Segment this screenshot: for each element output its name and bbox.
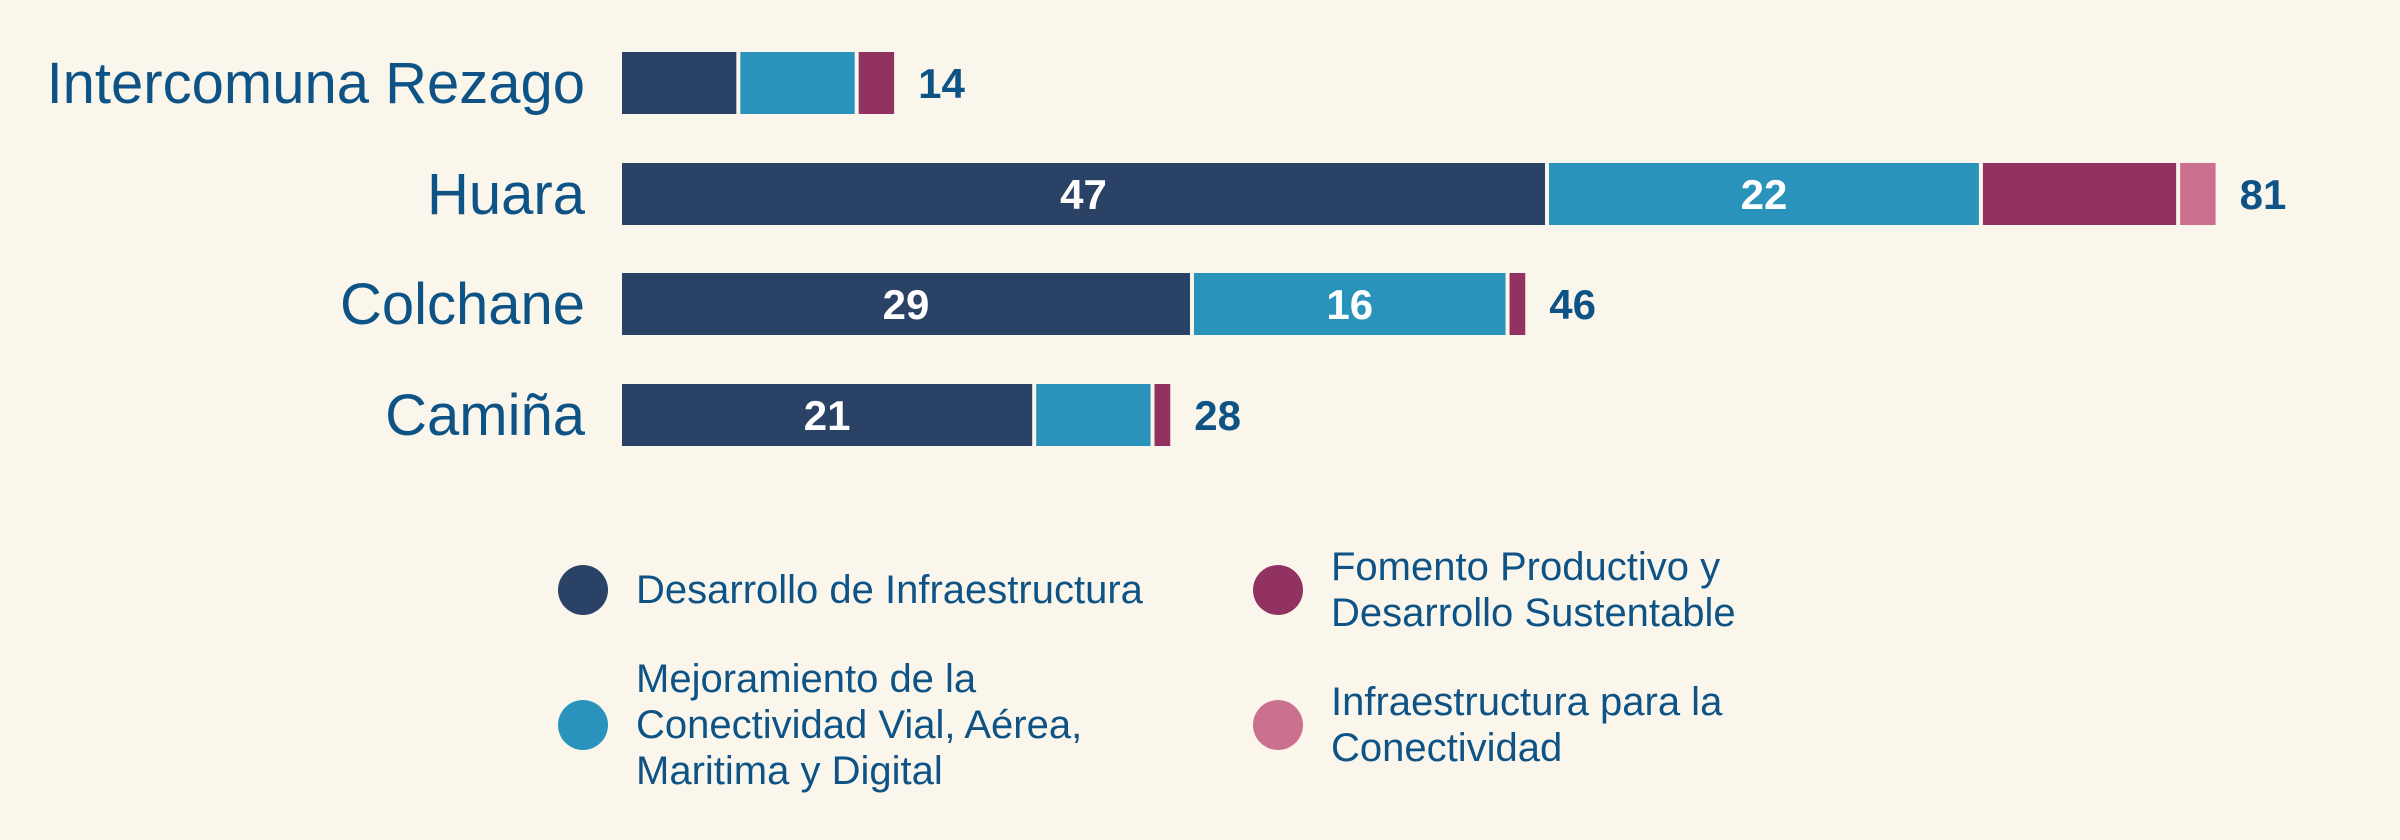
legend-swatch-icon bbox=[1253, 565, 1303, 615]
bar-segment bbox=[1982, 163, 2177, 225]
stacked-bar-chart: Intercomuna Rezago Huara Colchane Camiña… bbox=[47, 51, 2287, 448]
legend-label: Fomento Productivo y Desarrollo Sustenta… bbox=[1331, 545, 1736, 635]
bar-segment bbox=[1154, 384, 1171, 446]
bar-segment bbox=[622, 52, 737, 114]
bar-segment bbox=[858, 52, 895, 114]
legend-label: Infraestructura para la Conectividad bbox=[1331, 680, 1723, 770]
total-labels: 14 81 46 28 bbox=[918, 60, 2286, 439]
category-label: Huara bbox=[427, 162, 586, 227]
category-label: Intercomuna Rezago bbox=[47, 51, 585, 116]
bar-segment bbox=[622, 163, 1545, 225]
bar-segment-label: 29 bbox=[883, 281, 930, 328]
legend-item-mejoramiento-conectividad[interactable]: Mejoramiento de la Conectividad Vial, Aé… bbox=[558, 656, 1253, 794]
total-label: 46 bbox=[1549, 281, 1596, 328]
legend: Desarrollo de Infraestructura Fomento Pr… bbox=[558, 540, 1773, 810]
legend-label: Desarrollo de Infraestructura bbox=[636, 568, 1143, 612]
legend-item-infraestructura-conectividad[interactable]: Infraestructura para la Conectividad bbox=[1253, 679, 1773, 771]
legend-swatch-icon bbox=[1253, 700, 1303, 750]
category-label: Camiña bbox=[385, 383, 586, 448]
legend-swatch-icon bbox=[558, 565, 608, 615]
bar-segment-label: 47 bbox=[1060, 171, 1107, 218]
legend-item-fomento-productivo[interactable]: Fomento Productivo y Desarrollo Sustenta… bbox=[1253, 544, 1773, 636]
total-label: 81 bbox=[2240, 171, 2287, 218]
bar-segment-label: 22 bbox=[1741, 171, 1788, 218]
bar-segment-label: 21 bbox=[804, 392, 851, 439]
category-labels: Intercomuna Rezago Huara Colchane Camiña bbox=[47, 51, 586, 448]
bar-segment bbox=[1036, 384, 1151, 446]
category-label: Colchane bbox=[340, 272, 585, 337]
bars: 47 22 29 16 21 bbox=[622, 52, 2216, 446]
legend-item-desarrollo-infraestructura[interactable]: Desarrollo de Infraestructura bbox=[558, 565, 1253, 615]
legend-label: Mejoramiento de la Conectividad Vial, Aé… bbox=[636, 657, 1083, 793]
bar-segment bbox=[1549, 163, 1979, 225]
bar-segment bbox=[622, 384, 1033, 446]
total-label: 14 bbox=[918, 60, 965, 107]
bar-segment bbox=[740, 52, 855, 114]
total-label: 28 bbox=[1194, 392, 1241, 439]
bar-segment bbox=[1509, 273, 1526, 335]
bar-segment bbox=[2180, 163, 2216, 225]
bar-segment bbox=[1193, 273, 1506, 335]
bar-segment-label: 16 bbox=[1326, 281, 1373, 328]
bar-segment bbox=[622, 273, 1190, 335]
legend-swatch-icon bbox=[558, 700, 608, 750]
